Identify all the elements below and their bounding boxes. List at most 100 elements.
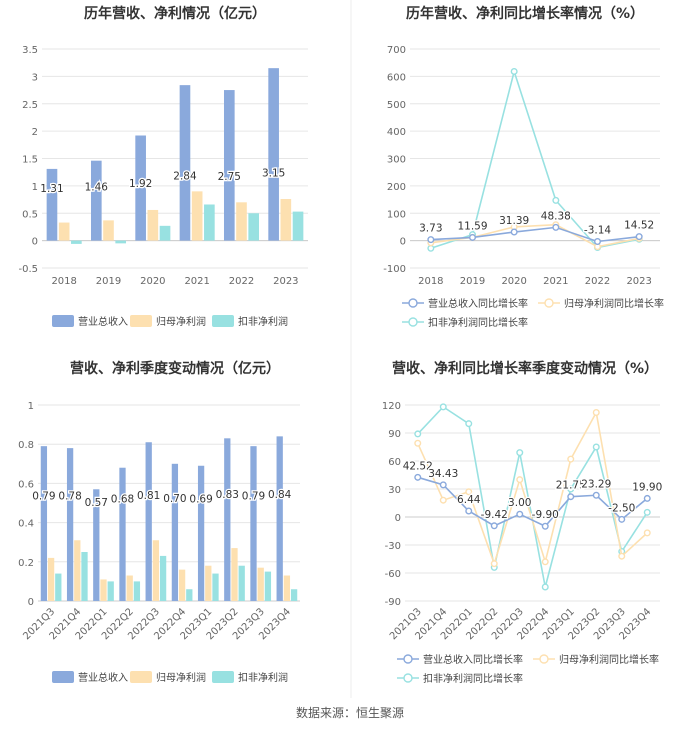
bar-0 [250,446,257,601]
data-label: 34.43 [428,468,458,480]
series-point-2 [592,443,600,451]
series-point-0 [427,236,435,244]
legend-label: 归母净利润同比增长率 [564,297,664,310]
series-line-1 [417,410,648,567]
bar-1 [178,569,186,601]
legend-marker [403,654,413,664]
y-tick-label: 0.8 [18,440,34,451]
bar-0 [46,168,58,241]
bar-0 [40,446,48,601]
x-tick-label: 2022 [229,276,254,287]
x-tick-label: 2019 [460,276,485,287]
panel-annual-bars: 历年营收、净利情况（亿元） -0.5 0 0.5 1 1.5 2 2.5 3 3.5 2018 201… [18,5,308,328]
legend-marker [544,298,554,308]
y-tick-label: 1 [32,182,38,193]
series-point-0 [618,515,626,523]
legend-swatch [130,671,152,683]
chart-title: 历年营收、净利同比增长率情况（%） [406,5,644,22]
y-tick-label: 3 [32,72,38,83]
series-point-2 [427,244,435,252]
data-label: 2.84 [173,170,197,182]
legend-label: 归母净利润 [156,315,206,328]
data-label: 21.75 [556,480,586,492]
series-point-1 [567,455,575,463]
data-label: 2.75 [218,171,241,183]
data-label: 3.00 [508,497,531,509]
series-point-2 [510,67,518,75]
x-tick-label: 2023 [626,276,651,287]
data-label: 0.69 [189,493,212,505]
series-point-2 [567,485,575,493]
y-tick-label: 500 [387,100,406,111]
data-label: 0.70 [163,493,186,505]
series-point-1 [541,558,549,566]
series-point-0 [541,522,549,530]
y-tick-label: 0.2 [18,558,34,569]
data-label: -9.90 [532,509,559,521]
x-tick-label: 2019 [96,276,121,287]
data-label: 3.15 [262,168,285,180]
bar-2 [55,573,62,601]
data-label: -9.42 [481,509,508,521]
bar-2 [107,581,114,601]
bar-1 [147,209,159,241]
bar-2 [238,565,245,601]
chart-title: 营收、净利同比增长率季度变动情况（%） [392,360,658,377]
bar-2 [248,213,260,241]
bar-0 [93,489,100,601]
y-tick-label: 0.5 [22,209,38,220]
bar-0 [135,135,146,241]
series-point-2 [465,420,473,428]
bar-2 [133,581,141,601]
series-point-0 [469,233,477,241]
bar-0 [268,68,279,241]
legend-marker [408,298,418,308]
series-point-0 [594,237,602,245]
bar-2 [81,552,88,601]
series-point-0 [643,494,651,502]
y-tick-label: 0 [32,237,38,248]
y-tick-label: 90 [388,429,401,440]
data-label: 0.83 [216,489,239,501]
data-label: 42.52 [403,460,433,472]
y-tick-label: 3.5 [22,45,38,56]
bar-2 [290,589,298,601]
data-label: 0.78 [58,491,81,503]
bar-0 [223,90,235,241]
data-label: -2.50 [608,502,635,514]
series-point-2 [541,583,549,591]
data-label: 1.46 [85,182,109,194]
bar-1 [283,575,291,601]
legend-swatch [212,671,234,683]
y-tick-label: 2.5 [22,100,38,111]
series-point-0 [465,507,473,515]
bar-0 [224,438,231,601]
legend-marker [403,673,413,683]
x-tick-label: 2023 [273,276,298,287]
bar-1 [74,540,81,601]
series-point-0 [552,223,560,231]
data-label: 0.79 [242,490,265,502]
legend-marker [408,317,418,327]
series-point-0 [592,491,600,499]
data-label: 6.44 [457,494,481,506]
series-point-1 [490,560,498,568]
bar-0 [119,467,126,601]
y-tick-label: 0 [28,597,34,608]
y-tick-label: 200 [387,182,406,193]
data-label: 14.52 [624,220,654,232]
series-line-0 [417,476,648,528]
legend-label: 扣非净利润 [238,315,288,328]
legend-label: 营业总收入 [78,315,128,328]
series-point-0 [439,481,447,489]
bar-2 [159,555,167,601]
series-line-0 [430,226,640,243]
data-source-note: 数据来源：恒生聚源 [295,706,404,720]
y-tick-label: 120 [382,401,401,412]
data-label: 11.59 [457,220,487,232]
data-label: 1.92 [129,178,152,190]
bar-2 [186,589,193,601]
y-tick-label: 30 [388,485,401,496]
legend-label: 营业总收入同比增长率 [428,297,528,310]
